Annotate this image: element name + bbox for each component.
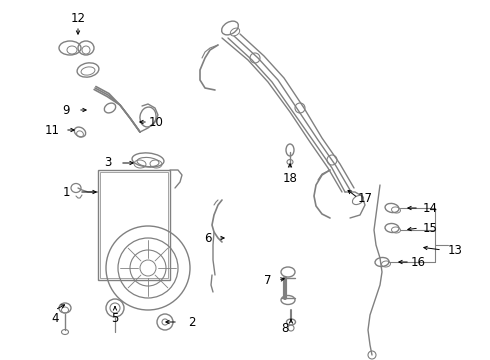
Bar [100, 172, 168, 278]
Text: 10: 10 [148, 116, 164, 129]
Bar [98, 170, 170, 280]
Text: 14: 14 [422, 202, 438, 215]
Text: 1: 1 [62, 185, 70, 198]
Text: 6: 6 [204, 231, 212, 244]
Text: 4: 4 [51, 311, 59, 324]
Text: 13: 13 [447, 243, 463, 256]
Text: 18: 18 [283, 171, 297, 184]
Text: 2: 2 [188, 315, 196, 328]
Text: 16: 16 [411, 256, 425, 269]
Text: 3: 3 [104, 157, 112, 170]
Text: 15: 15 [422, 221, 438, 234]
Text: 7: 7 [264, 274, 272, 287]
Text: 9: 9 [62, 104, 70, 117]
Text: 12: 12 [71, 12, 85, 24]
Text: 8: 8 [281, 321, 289, 334]
Text: 11: 11 [45, 123, 59, 136]
Text: 5: 5 [111, 311, 119, 324]
Text: 17: 17 [358, 192, 372, 204]
